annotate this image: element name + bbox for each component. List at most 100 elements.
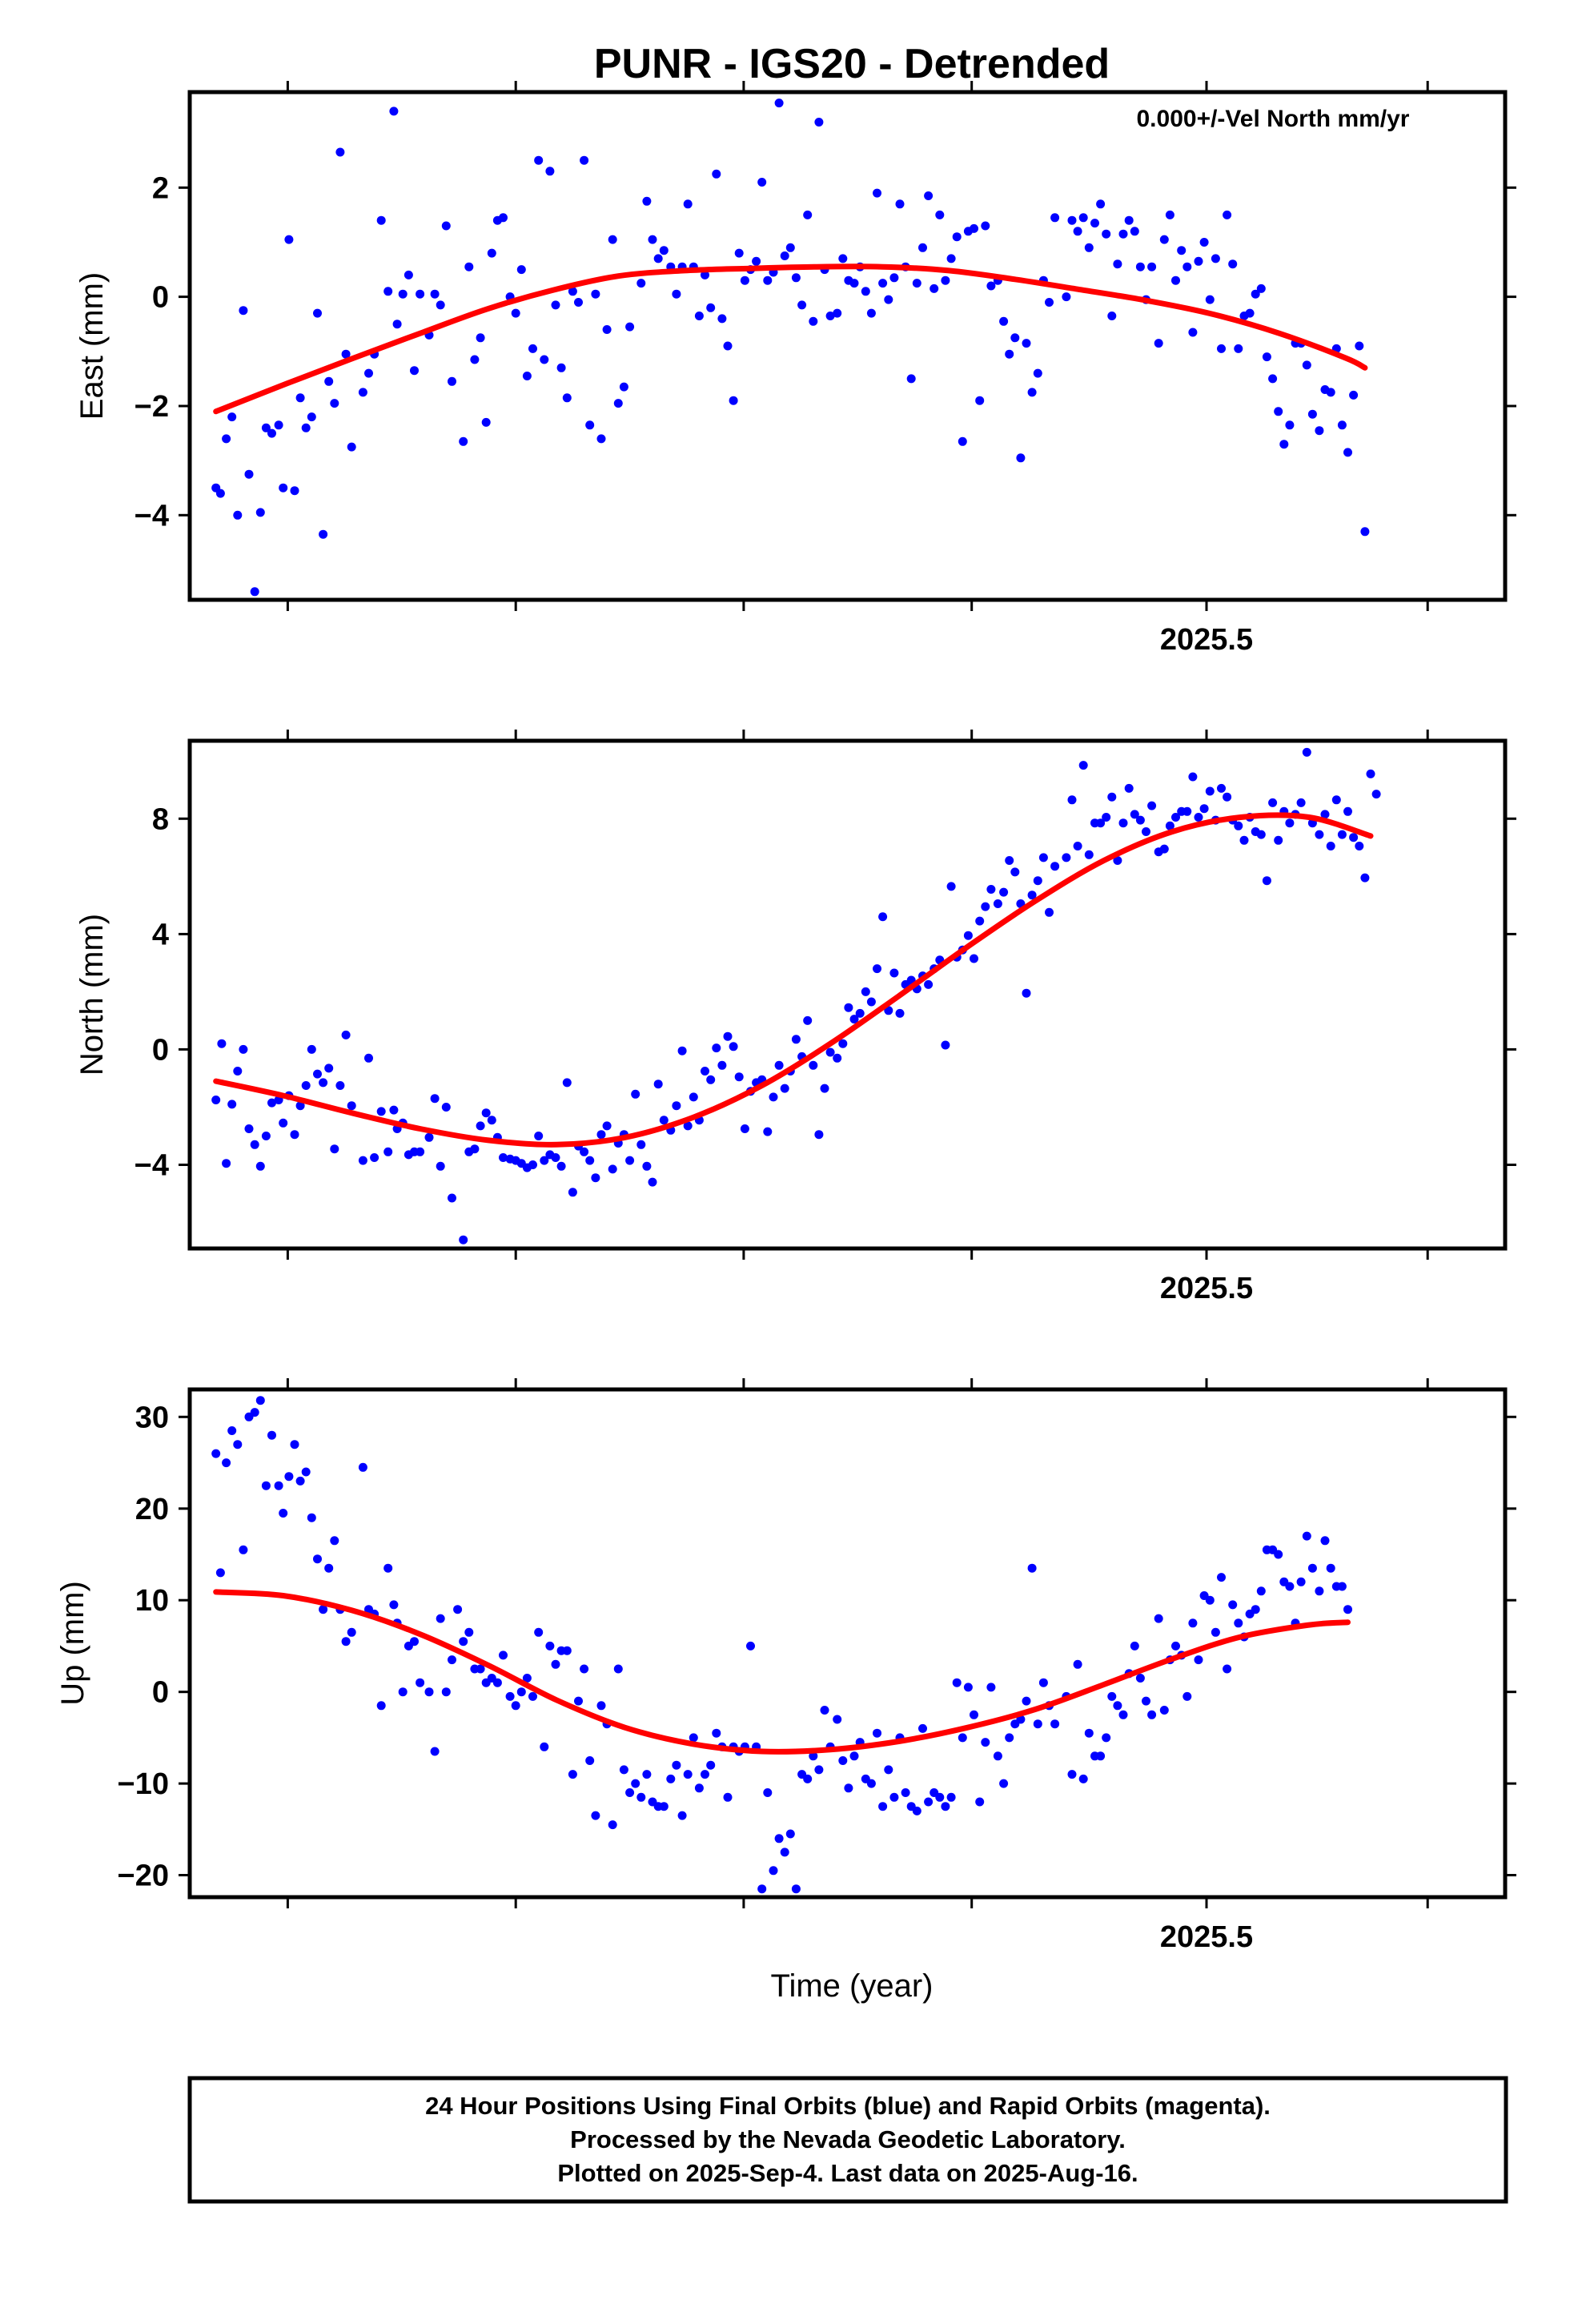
up-frame [187, 1387, 1508, 1900]
north-data-point [963, 931, 973, 940]
north-data-point [677, 1046, 687, 1055]
east-data-point [861, 287, 870, 296]
up-data-point [1142, 1696, 1150, 1706]
up-data-point [981, 1738, 990, 1747]
north-data-point [774, 1060, 784, 1070]
east-y-axis-label: East (mm) [74, 272, 110, 420]
east-data-point [1113, 259, 1122, 269]
up-data-point [1113, 1701, 1122, 1711]
north-y-axis-label: North (mm) [74, 914, 110, 1076]
north-data-point [1102, 813, 1111, 822]
north-data-point [986, 885, 996, 894]
north-data-point [217, 1039, 227, 1048]
north-data-point [430, 1094, 440, 1104]
east-data-point [1135, 262, 1145, 271]
north-data-point [809, 1060, 818, 1070]
east-data-point [1315, 426, 1324, 436]
up-y-tick-label: −20 [118, 1860, 169, 1893]
up-data-point [1050, 1719, 1060, 1729]
east-data-point [227, 412, 237, 422]
up-data-point [706, 1760, 716, 1770]
north-data-point [585, 1156, 595, 1165]
north-data-point [740, 1124, 749, 1133]
east-data-point [1130, 227, 1139, 236]
up-fit-curve [213, 1589, 1351, 1755]
east-data-point [215, 489, 225, 498]
up-data-point [1337, 1582, 1347, 1591]
up-data-point [918, 1723, 927, 1733]
east-data-point [1251, 289, 1260, 299]
north-data-point [1159, 844, 1169, 854]
east-data-point [952, 232, 962, 242]
east-data-point [791, 273, 801, 283]
east-data-point [1102, 229, 1111, 239]
north-data-point [1027, 891, 1037, 900]
north-data-point [825, 1047, 835, 1057]
up-data-point [1296, 1577, 1306, 1586]
east-data-point [930, 283, 939, 293]
north-data-point [528, 1160, 537, 1169]
east-data-point [528, 344, 537, 353]
up-data-point [613, 1664, 623, 1674]
up-data-point [1274, 1550, 1283, 1559]
east-data-point [376, 215, 386, 225]
north-data-point [481, 1108, 491, 1118]
north-x-tick-label: 2025.5 [1160, 1272, 1253, 1305]
east-data-point [464, 262, 474, 271]
east-data-point [279, 483, 288, 493]
up-data-point [901, 1788, 910, 1797]
east-data-point [636, 279, 646, 288]
east-data-point [1154, 339, 1163, 348]
up-data-point [545, 1641, 555, 1651]
east-data-point [1165, 210, 1174, 219]
east-data-point [436, 300, 445, 310]
north-data-point [222, 1159, 231, 1168]
east-data-point [912, 279, 921, 288]
east-data-point [562, 393, 572, 403]
north-data-point [1084, 850, 1094, 859]
east-data-point [814, 118, 824, 127]
east-data-point [1067, 215, 1077, 225]
up-data-point [233, 1440, 243, 1449]
east-data-point [301, 423, 311, 432]
north-data-point [1188, 772, 1198, 782]
east-data-point [1256, 283, 1266, 293]
up-data-point [540, 1742, 549, 1751]
east-data-point [701, 270, 709, 279]
up-data-point [459, 1637, 468, 1647]
north-data-point [1223, 792, 1232, 802]
east-data-point [1010, 333, 1020, 343]
up-data-point [267, 1430, 276, 1440]
up-data-point [912, 1806, 921, 1815]
up-data-point [873, 1728, 881, 1738]
east-data-point [1005, 349, 1014, 359]
caption-line-3: Plotted on 2025-Sep-4. Last data on 2025… [557, 2159, 1138, 2187]
east-data-point [1268, 374, 1278, 384]
velocity-annotation: 0.000+/-Vel North mm/yr [1137, 106, 1410, 132]
up-data-point [1171, 1641, 1180, 1651]
up-data-point [585, 1756, 595, 1765]
east-data-point [918, 243, 927, 252]
up-data-point [290, 1440, 299, 1449]
up-data-point [261, 1481, 271, 1490]
east-data-point [866, 308, 876, 318]
north-data-point [341, 1030, 351, 1039]
north-data-point [534, 1132, 544, 1140]
north-data-point [1360, 873, 1370, 883]
east-data-point [335, 147, 345, 157]
east-data-point [1194, 256, 1203, 266]
north-data-point [424, 1132, 434, 1142]
up-data-point [683, 1770, 693, 1779]
up-data-point [313, 1554, 322, 1564]
up-data-point [791, 1884, 801, 1894]
east-data-point [398, 289, 408, 299]
up-data-point [1038, 1678, 1048, 1687]
up-data-point [975, 1797, 985, 1807]
up-data-point [625, 1788, 635, 1797]
up-data-point [838, 1756, 848, 1765]
up-data-point [436, 1614, 445, 1623]
east-data-point [233, 510, 243, 520]
east-data-point [653, 254, 663, 263]
up-data-point [492, 1678, 502, 1687]
north-data-point [347, 1101, 356, 1111]
